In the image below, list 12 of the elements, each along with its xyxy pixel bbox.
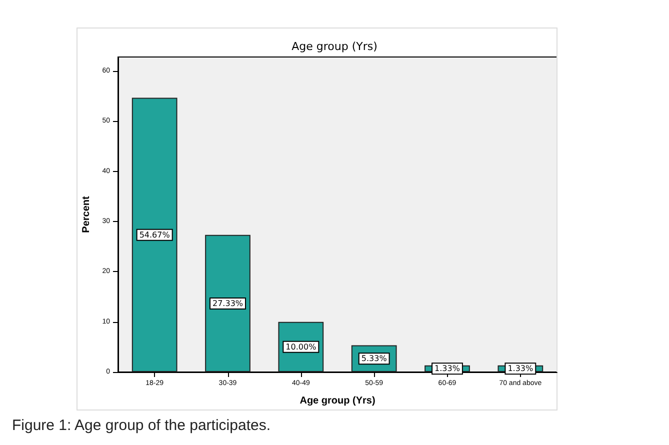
data-label: 54.67% [139,230,170,240]
data-label: 5.33% [361,354,388,364]
data-label: 27.33% [212,298,244,308]
bar [205,234,250,372]
y-axis-title: Percent [80,195,92,233]
caption: Figure 1: Age group of the participates. [12,417,270,434]
bar [132,98,178,372]
data-label: 1.33% [434,364,460,374]
x-axis-title: Age group (Yrs) [300,396,376,406]
data-label: 1.33% [508,364,534,374]
chart-title: Age group (Yrs) [292,40,378,53]
data-label: 10.00% [286,342,317,352]
